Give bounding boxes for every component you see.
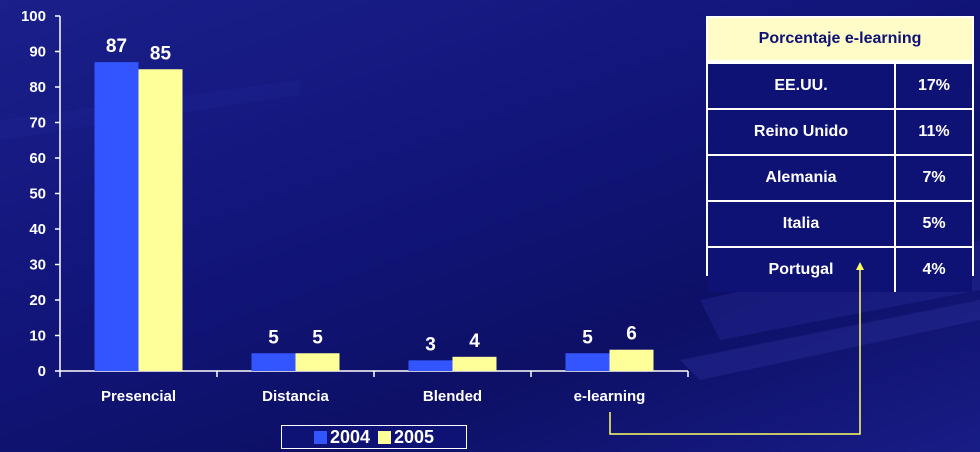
x-tick-label: e-learning [574, 388, 646, 405]
percentage-cell: 5% [922, 215, 946, 232]
legend-swatch-2004 [313, 430, 327, 444]
y-tick-label: 40 [29, 221, 46, 238]
y-tick-label: 30 [29, 257, 46, 274]
data-label: 3 [425, 334, 436, 355]
y-tick-label: 60 [29, 150, 46, 167]
bar-2004-blended [408, 360, 453, 371]
legend-label-2004: 2004 [329, 426, 370, 447]
data-label: 4 [469, 331, 480, 352]
percentage-cell: 7% [922, 169, 946, 186]
x-tick-label: Presencial [101, 388, 176, 405]
bar-2005-distancia [295, 353, 340, 371]
country-cell: Alemania [708, 156, 896, 200]
bar-2005-e-learning [609, 349, 654, 371]
x-tick-label: Blended [423, 388, 482, 405]
country-cell: Italia [708, 202, 896, 246]
data-label: 5 [582, 327, 593, 348]
data-label: 87 [106, 36, 127, 57]
percentage-cell: 11% [918, 123, 950, 140]
y-tick-label: 90 [29, 44, 46, 61]
country-cell: EE.UU. [708, 64, 896, 108]
bar-2004-distancia [251, 353, 296, 371]
data-label: 5 [268, 327, 279, 348]
y-tick-label: 100 [21, 8, 46, 25]
legend-item-2004: 2004 [313, 426, 370, 448]
y-axis: 0 10 20 30 40 50 60 70 80 90 100 [21, 8, 61, 380]
country-cell: Reino Unido [708, 110, 896, 154]
chart-legend: 2004 2005 [281, 425, 467, 449]
x-tick-label: Distancia [262, 388, 329, 405]
data-label: 6 [626, 324, 637, 345]
elearning-table: Porcentaje e-learning EE.UU. 17% Reino U… [706, 16, 974, 292]
bar-2004-presencial [94, 62, 139, 372]
bar-2004-e-learning [565, 353, 610, 371]
data-label: 5 [312, 327, 323, 348]
bar-2005-presencial [138, 69, 183, 371]
y-tick-label: 20 [29, 292, 46, 309]
legend-swatch-2005 [378, 430, 391, 444]
table-row: Italia 5% [708, 200, 972, 246]
bar-2005-blended [452, 356, 497, 371]
y-tick-label: 50 [29, 186, 46, 203]
y-tick-label: 70 [29, 115, 46, 132]
y-tick-label: 10 [29, 328, 46, 345]
bars [94, 62, 654, 372]
data-labels: 87 85 5 5 3 4 5 6 [106, 36, 637, 355]
data-label: 85 [150, 43, 172, 64]
table-title: Porcentaje e-learning [708, 18, 972, 62]
legend-item-2005: 2005 [378, 427, 434, 448]
x-axis: Presencial Distancia Blended e-learning [59, 370, 689, 405]
table-row: Portugal 4% [708, 246, 972, 292]
percentage-cell: 17% [917, 77, 951, 94]
legend-label-2005: 2005 [394, 426, 435, 447]
y-tick-label: 80 [29, 79, 46, 96]
percentage-cell: 4% [922, 261, 946, 278]
table-row: Alemania 7% [708, 154, 972, 200]
table-row: Reino Unido 11% [708, 108, 972, 154]
country-cell: Portugal [708, 248, 896, 292]
y-tick-label: 0 [38, 363, 46, 380]
table-row: EE.UU. 17% [708, 62, 972, 108]
